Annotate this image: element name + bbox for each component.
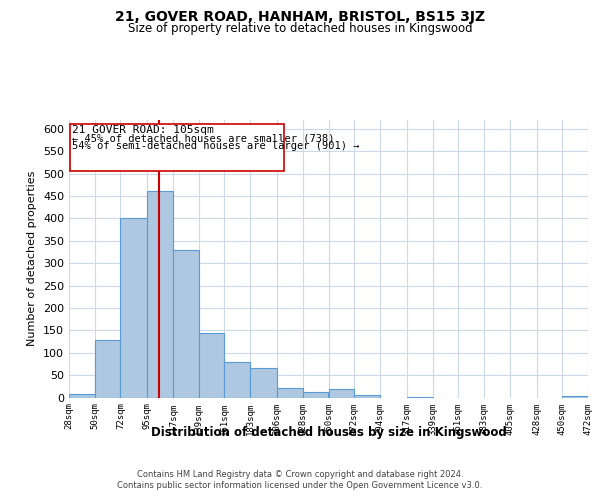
Bar [303,392,329,398]
Text: Size of property relative to detached houses in Kingswood: Size of property relative to detached ho… [128,22,472,35]
Bar [329,390,354,398]
Bar [173,250,199,398]
Bar [250,368,277,398]
Y-axis label: Number of detached properties: Number of detached properties [28,171,37,346]
Bar [277,388,303,398]
Bar [199,332,224,398]
Bar [95,340,121,398]
Text: 21 GOVER ROAD: 105sqm: 21 GOVER ROAD: 105sqm [72,126,214,136]
Bar [562,396,588,398]
Bar [121,218,148,398]
Text: Contains HM Land Registry data © Crown copyright and database right 2024.: Contains HM Land Registry data © Crown c… [137,470,463,479]
Bar [407,396,433,398]
Bar [148,190,173,398]
Text: ← 45% of detached houses are smaller (738): ← 45% of detached houses are smaller (73… [72,134,334,143]
Text: Distribution of detached houses by size in Kingswood: Distribution of detached houses by size … [151,426,506,439]
Bar [224,362,250,398]
Bar [69,394,95,398]
Text: Contains public sector information licensed under the Open Government Licence v3: Contains public sector information licen… [118,481,482,490]
FancyBboxPatch shape [70,124,284,172]
Bar [354,396,380,398]
Text: 54% of semi-detached houses are larger (901) →: 54% of semi-detached houses are larger (… [72,142,359,152]
Text: 21, GOVER ROAD, HANHAM, BRISTOL, BS15 3JZ: 21, GOVER ROAD, HANHAM, BRISTOL, BS15 3J… [115,10,485,24]
